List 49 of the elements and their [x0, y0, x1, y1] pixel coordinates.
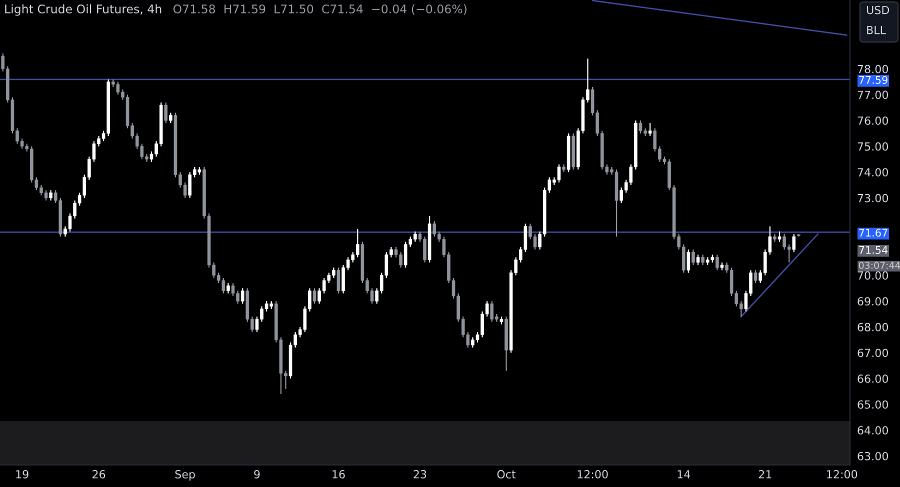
- candlestick: [648, 122, 652, 137]
- y-tick-label: 74.00: [858, 168, 888, 176]
- ref-line-label: 71.67: [859, 228, 888, 237]
- x-tick-label: 16: [332, 470, 345, 478]
- y-tick-label: 78.00: [858, 64, 888, 74]
- candlestick: [169, 112, 172, 124]
- candlestick: [49, 190, 52, 202]
- candlestick: [226, 282, 230, 294]
- ref-line-label: 77.59: [859, 76, 888, 84]
- x-tick-label: Oct: [497, 470, 516, 478]
- candlestick: [792, 233, 796, 253]
- x-tick-label: 19: [16, 470, 28, 478]
- x-tick-label: 12:00: [578, 470, 608, 478]
- text: 71.54: [859, 246, 888, 254]
- y-tick-label: 77.00: [858, 90, 888, 100]
- x-tick-label: 21: [758, 470, 772, 478]
- y-tick-label: 75.00: [858, 142, 888, 151]
- y-tick-label: 68.00: [858, 322, 888, 332]
- y-tick-label: 65.00: [858, 400, 888, 409]
- candlestick: [716, 254, 719, 271]
- candlestick: [778, 230, 782, 242]
- y-tick-label: 67.00: [858, 348, 888, 358]
- x-tick-label: 23: [414, 470, 426, 478]
- candlestick: [701, 254, 704, 266]
- y-tick-label: 69.00: [858, 297, 888, 306]
- candlestick: [692, 248, 695, 266]
- x-tick-label: 14: [678, 470, 690, 478]
- chart-subtitle: O71.58 H71.59 L71.50 C71.54 −0.04 (−0.06%): [173, 4, 466, 15]
- x-tick-label: 12:00: [827, 470, 858, 478]
- candlestick: [686, 248, 690, 274]
- candlestick: [240, 288, 244, 304]
- x-tick-label: 9: [254, 470, 260, 478]
- candlestick: [312, 288, 316, 304]
- x-tick-label: Sep: [175, 470, 195, 481]
- y-tick-label: 66.00: [858, 374, 888, 383]
- candlestick: [164, 102, 168, 124]
- y-tick-label: 73.00: [858, 194, 888, 202]
- y-tick-label: 76.00: [858, 116, 888, 125]
- candlestick: [336, 267, 340, 294]
- y-tick-label: 64.00: [858, 426, 888, 435]
- candlestick: [696, 254, 700, 266]
- chart-title: Light Crude Oil Futures, 4h: [5, 4, 162, 16]
- text: 03:07:44: [858, 262, 900, 269]
- text: USD: [866, 6, 890, 14]
- x-tick-label: 26: [92, 470, 106, 478]
- text: BLL: [867, 26, 886, 34]
- y-tick-label: 70.00: [858, 271, 888, 280]
- candlestick: [754, 270, 758, 284]
- y-tick-label: 63.00: [858, 452, 888, 460]
